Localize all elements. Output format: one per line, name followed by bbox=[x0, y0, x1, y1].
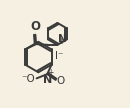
Text: N: N bbox=[58, 34, 67, 44]
Text: O: O bbox=[57, 76, 65, 86]
Text: +: + bbox=[47, 68, 53, 77]
Text: O: O bbox=[30, 20, 40, 33]
Text: I⁻: I⁻ bbox=[55, 51, 63, 61]
Text: ⁻O: ⁻O bbox=[22, 74, 35, 84]
Text: +: + bbox=[58, 37, 66, 46]
Text: N: N bbox=[43, 75, 52, 85]
